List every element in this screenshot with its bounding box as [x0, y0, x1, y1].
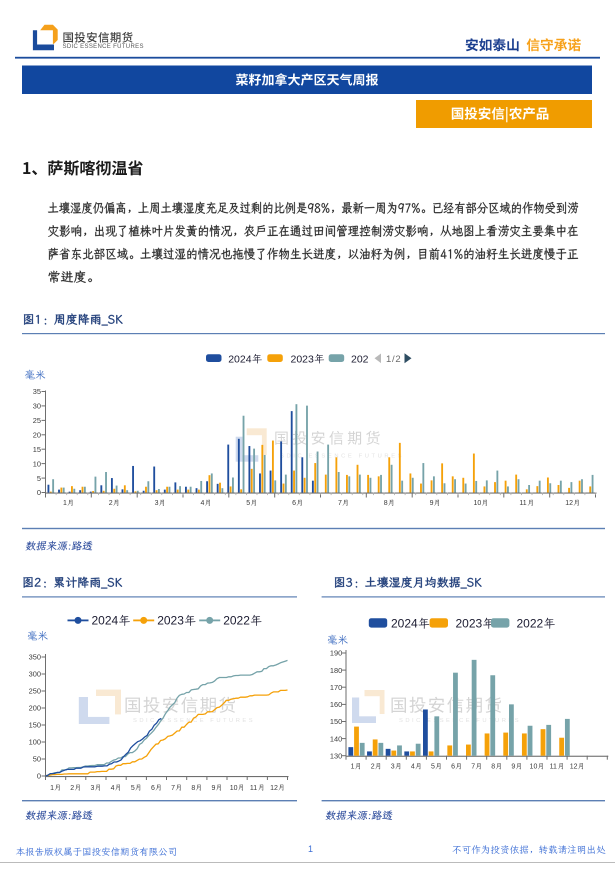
- svg-text:3: 3: [90, 785, 94, 792]
- svg-text:5: 5: [131, 785, 135, 792]
- svg-text:30: 30: [33, 402, 41, 411]
- svg-text:2024: 2024: [228, 354, 252, 366]
- svg-text:2024: 2024: [391, 617, 418, 631]
- svg-text:300: 300: [29, 670, 41, 679]
- svg-text:1: 1: [308, 844, 313, 854]
- svg-text:200: 200: [29, 704, 41, 713]
- svg-text:2023: 2023: [456, 617, 483, 631]
- svg-text:2023: 2023: [291, 354, 315, 366]
- svg-text:10: 10: [530, 764, 538, 771]
- svg-text:9: 9: [430, 500, 434, 507]
- svg-text:1: 1: [63, 500, 67, 507]
- svg-text:25: 25: [33, 416, 41, 425]
- svg-text:9: 9: [211, 785, 215, 792]
- svg-text:8: 8: [384, 500, 388, 507]
- svg-text:3: 3: [155, 500, 159, 507]
- svg-text:11: 11: [250, 785, 257, 792]
- svg-text:1: 1: [50, 785, 54, 792]
- svg-text:0: 0: [37, 772, 41, 781]
- svg-text:8: 8: [491, 764, 495, 771]
- svg-text:2: 2: [371, 764, 375, 771]
- svg-text:2022: 2022: [517, 617, 544, 631]
- svg-text:SDIC ESSENCE FUTURES: SDIC ESSENCE FUTURES: [280, 454, 404, 460]
- svg-text:8: 8: [191, 785, 195, 792]
- svg-text:9: 9: [511, 764, 515, 771]
- svg-text:5: 5: [431, 764, 435, 771]
- svg-text:3: 3: [391, 764, 395, 771]
- svg-text:180: 180: [330, 666, 342, 675]
- svg-text:2: 2: [70, 785, 74, 792]
- svg-text:7: 7: [171, 785, 175, 792]
- svg-text:6: 6: [292, 500, 296, 507]
- svg-text:SDIC ESSENCE FUTURES: SDIC ESSENCE FUTURES: [133, 718, 255, 724]
- svg-text:190: 190: [330, 649, 342, 658]
- svg-text:6: 6: [151, 785, 155, 792]
- svg-text:35: 35: [33, 387, 41, 396]
- svg-text:10: 10: [230, 785, 238, 792]
- svg-text:12: 12: [270, 785, 278, 792]
- svg-text:1: 1: [351, 764, 355, 771]
- svg-text:2: 2: [109, 500, 113, 507]
- svg-text:5: 5: [37, 474, 41, 483]
- svg-text:150: 150: [330, 717, 342, 726]
- svg-text:6: 6: [451, 764, 455, 771]
- svg-text:2024: 2024: [92, 614, 119, 628]
- svg-text:10: 10: [33, 459, 41, 468]
- svg-text:11: 11: [519, 500, 526, 507]
- svg-text:12: 12: [570, 764, 578, 771]
- svg-text:4: 4: [111, 785, 115, 792]
- svg-text:250: 250: [29, 687, 41, 696]
- svg-text:SDIC ESSENCE FUTURES: SDIC ESSENCE FUTURES: [63, 44, 144, 50]
- svg-text:50: 50: [33, 755, 41, 764]
- svg-text:12: 12: [565, 500, 573, 507]
- svg-text:170: 170: [330, 683, 342, 692]
- svg-text:5: 5: [246, 500, 250, 507]
- svg-text:4: 4: [411, 764, 415, 771]
- svg-text:150: 150: [29, 721, 41, 730]
- svg-text:140: 140: [330, 734, 342, 743]
- svg-text:7: 7: [338, 500, 342, 507]
- svg-text:160: 160: [330, 700, 342, 709]
- svg-text:2023: 2023: [157, 614, 184, 628]
- svg-text:1/2: 1/2: [386, 354, 401, 365]
- svg-text:SDIC ESSENCE FUTURES: SDIC ESSENCE FUTURES: [399, 718, 521, 724]
- svg-text:4: 4: [200, 500, 204, 507]
- svg-text:15: 15: [33, 445, 41, 454]
- svg-text:130: 130: [330, 751, 342, 760]
- svg-text:2022: 2022: [223, 614, 250, 628]
- svg-text:100: 100: [29, 738, 41, 747]
- svg-text:10: 10: [474, 500, 482, 507]
- svg-text:202: 202: [351, 354, 369, 366]
- svg-text:11: 11: [550, 764, 557, 771]
- svg-text:7: 7: [471, 764, 475, 771]
- svg-text:20: 20: [33, 430, 41, 439]
- svg-text:0: 0: [37, 488, 41, 497]
- svg-text:350: 350: [29, 653, 41, 662]
